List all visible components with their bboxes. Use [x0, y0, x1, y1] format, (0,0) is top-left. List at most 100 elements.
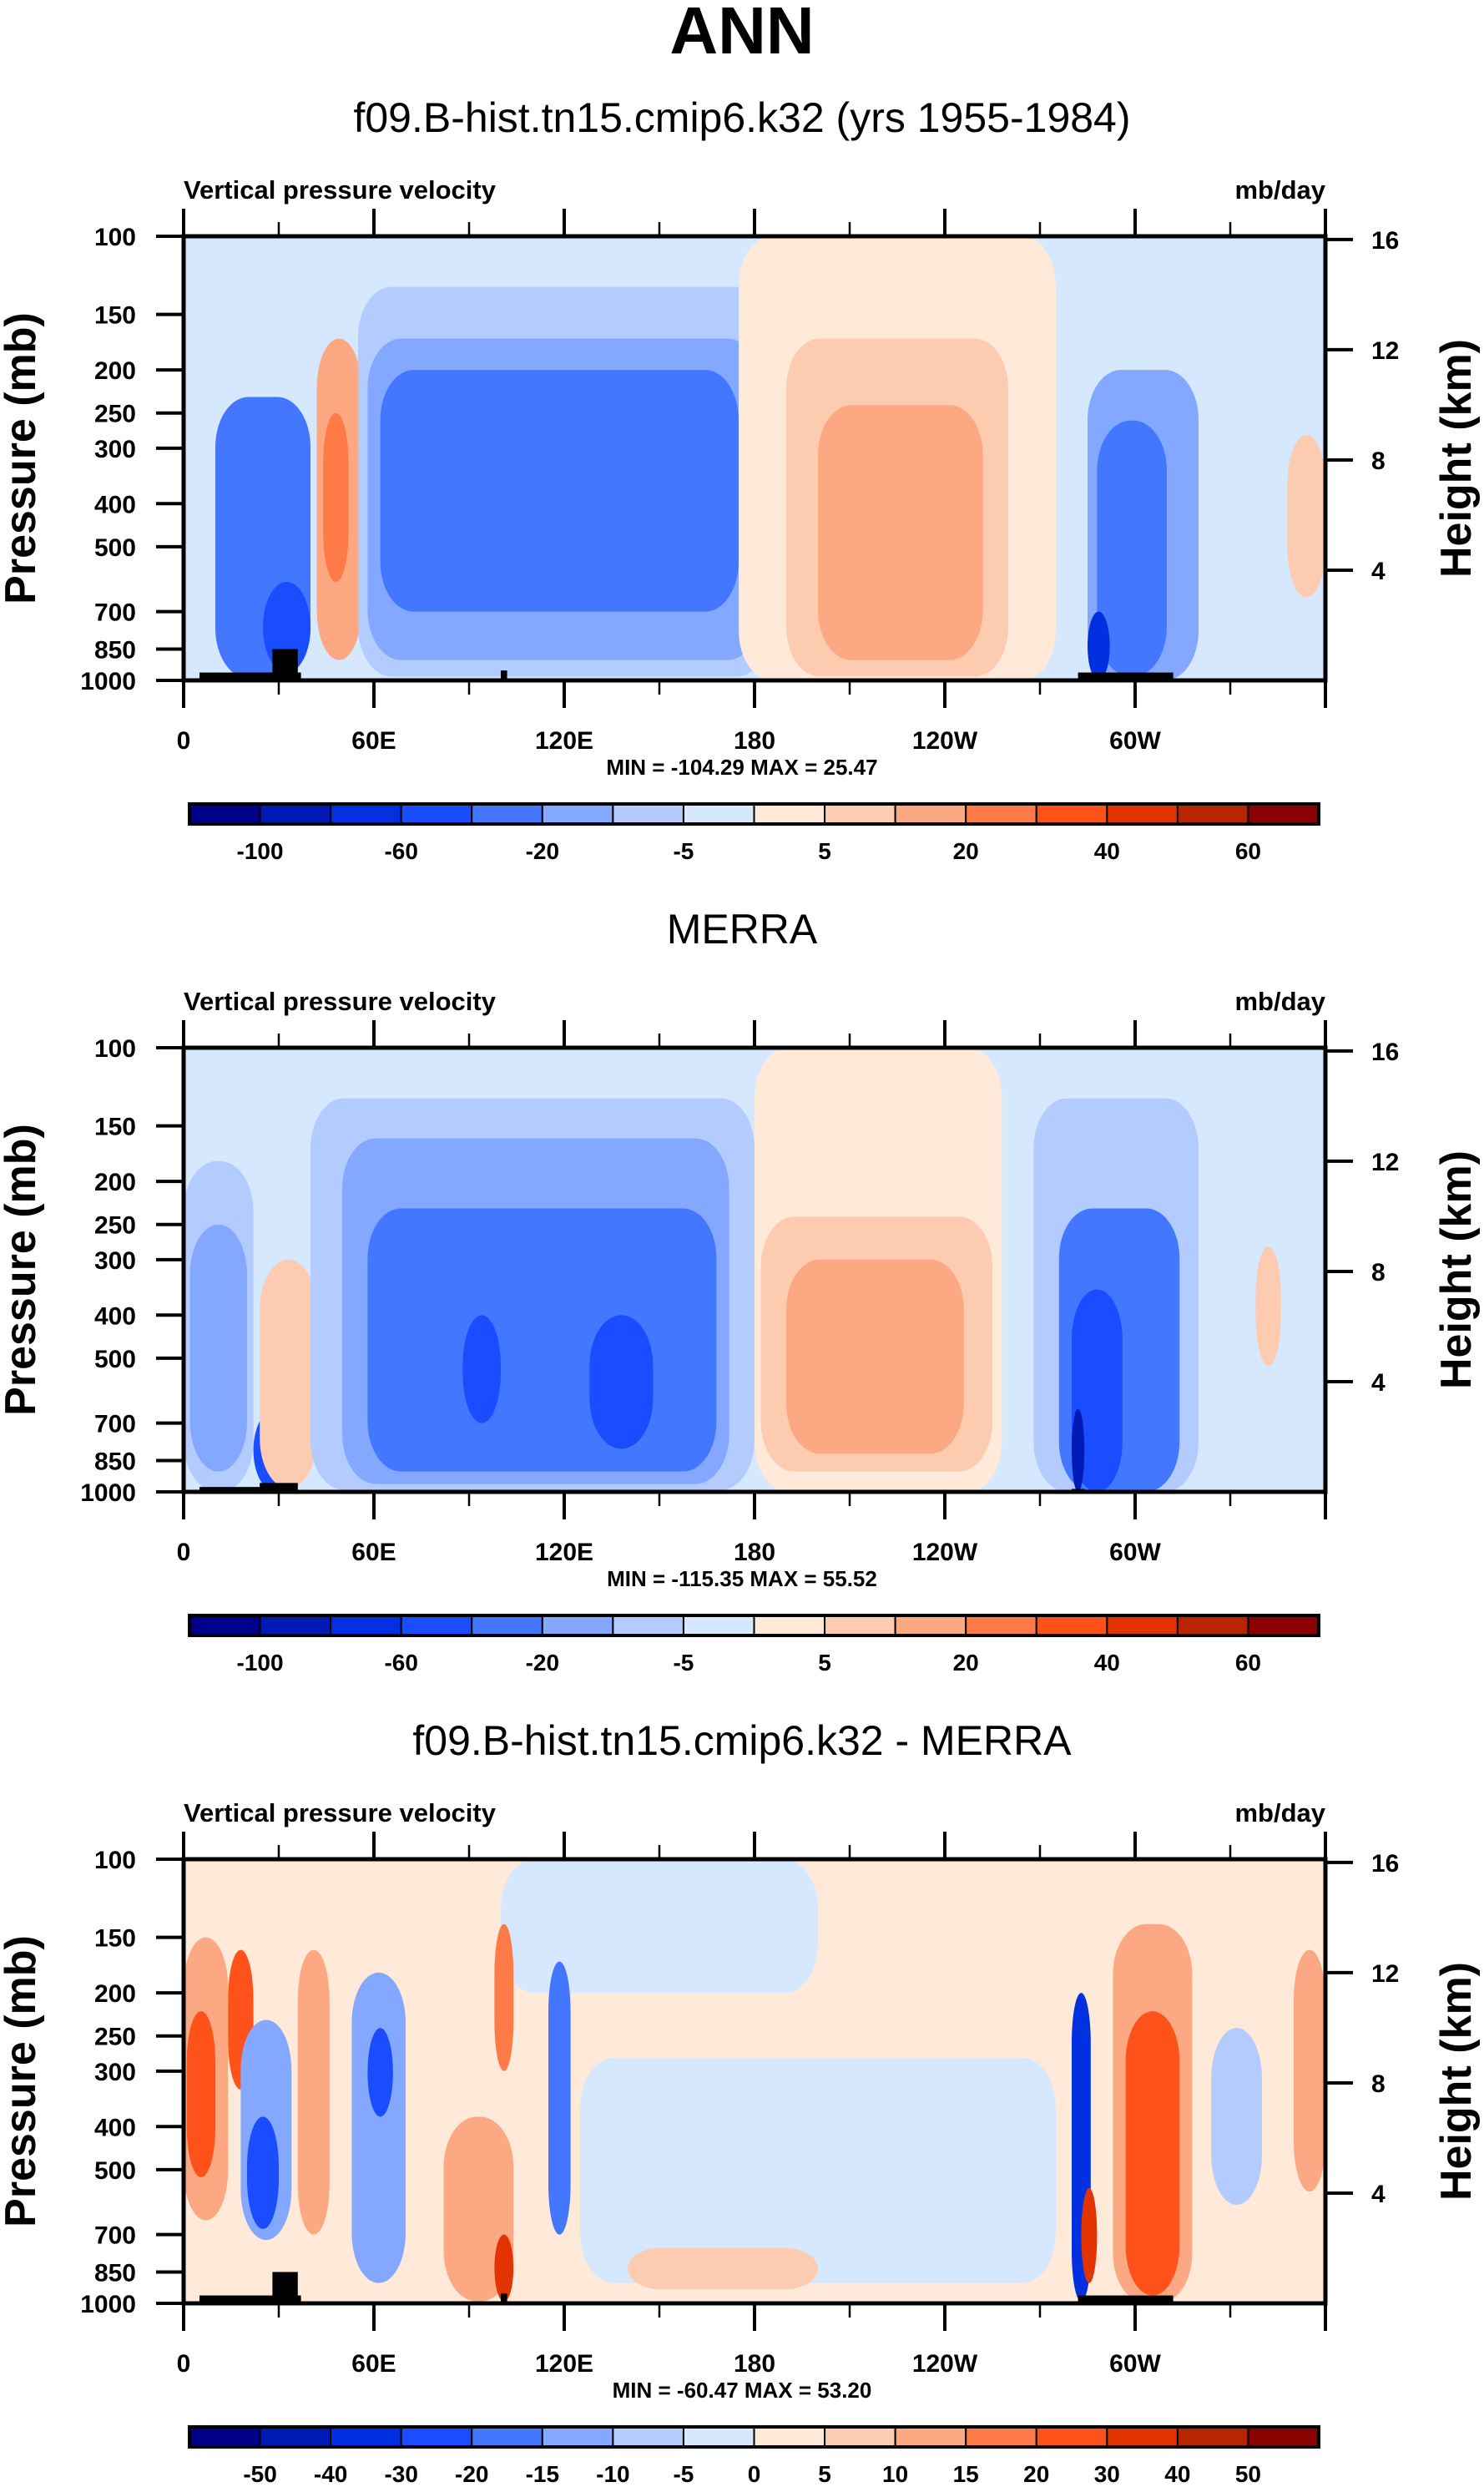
colorbar-box: [682, 803, 755, 825]
y-right-tick-label: 12: [1371, 337, 1399, 365]
colorbar-box: [541, 803, 614, 825]
x-tick-label: 180: [734, 1539, 775, 1566]
y-right-tick-label: 4: [1371, 2181, 1386, 2208]
variable-name: Vertical pressure velocity: [184, 175, 497, 205]
panel-title: f09.B-hist.tn15.cmip6.k32 (yrs 1955-1984…: [353, 94, 1130, 141]
x-tick-label: 60E: [351, 2350, 396, 2378]
colorbar-box: [1247, 803, 1320, 825]
colorbar-box: [682, 2426, 755, 2448]
units-label: mb/day: [1234, 987, 1325, 1016]
colorbar: -50 -40 -30 -20 -15 -10 -5 0 5 10 15 20 30 40 50: [188, 2425, 1320, 2487]
colorbar-label: 5: [818, 1650, 831, 1676]
contour-andes-strong: [1088, 611, 1110, 680]
colorbar-box: [612, 2426, 684, 2448]
y-tick-label: 700: [94, 599, 136, 627]
topography-mask: [272, 649, 298, 680]
colorbar-label: -15: [526, 2461, 559, 2483]
colorbar-box: [330, 2426, 402, 2448]
contour-arabian-negative: [351, 1972, 406, 2283]
colorbar-box: [330, 1615, 402, 1636]
contour-pacific-core: [589, 1315, 654, 1449]
panel-title: f09.B-hist.tn15.cmip6.k32 - MERRA: [412, 1717, 1072, 1764]
colorbar-label: -10: [596, 2461, 629, 2483]
colorbar-label: 20: [1023, 2461, 1049, 2483]
colorbar-label: 10: [882, 2461, 908, 2483]
colorbar-box: [1106, 2426, 1179, 2448]
y-right-tick-label: 8: [1371, 1259, 1386, 1286]
colorbar-box: [965, 2426, 1037, 2448]
contour-himalaya-positive: [494, 1923, 514, 2071]
y-tick-label: 300: [94, 1247, 136, 1275]
y-right-tick-label: 16: [1371, 1850, 1399, 1878]
colorbar-box: [541, 1615, 614, 1636]
y-tick-label: 300: [94, 2059, 136, 2086]
x-tick-label: 120W: [912, 1539, 978, 1566]
y-tick-label: 250: [94, 1212, 136, 1240]
units-label: mb/day: [1234, 175, 1325, 205]
x-tick-label: 120E: [535, 727, 593, 755]
colorbar-box: [612, 803, 684, 825]
colorbar: -100 -60 -20 -5 5 20 40 60: [188, 1614, 1320, 1676]
colorbar-box: [1176, 1615, 1249, 1636]
y-tick-label: 400: [94, 491, 136, 518]
colorbar-box: [259, 1615, 332, 1636]
y-tick-label: 250: [94, 401, 136, 428]
y-tick-label: 1000: [80, 2291, 136, 2318]
contour-africa-positive-3: [297, 1949, 330, 2235]
contour-pacific-positive-low: [628, 2247, 818, 2290]
colorbar-frame: [188, 2425, 1320, 2449]
y-tick-label: 400: [94, 1302, 136, 1330]
colorbar-label: -40: [314, 2461, 347, 2483]
colorbar-box: [259, 2426, 332, 2448]
x-tick-label: 60E: [351, 727, 396, 755]
colorbar-box: [1035, 2426, 1108, 2448]
units-label: mb/day: [1234, 1798, 1325, 1827]
colorbar-label: -100: [237, 1650, 284, 1676]
topography-mask: [199, 1487, 273, 1492]
x-tick-label: 120W: [912, 727, 978, 755]
y-tick-label: 1000: [80, 1479, 136, 1507]
variable-name: Vertical pressure velocity: [184, 1798, 497, 1827]
topography-mask: [1078, 2295, 1174, 2303]
colorbar-frame: [188, 1614, 1320, 1637]
colorbar-label: 60: [1235, 1650, 1261, 1676]
contour-africa-descent: [260, 1259, 317, 1489]
y-tick-label: 200: [94, 1980, 136, 2008]
contour-west-africa-positive-core: [186, 2011, 215, 2177]
x-tick-label: 60W: [1109, 2350, 1161, 2378]
colorbar-box: [753, 2426, 826, 2448]
colorbar-label: 5: [818, 838, 831, 864]
panel-2: MERRA Vertical pressure velocity mb/day 0 60…: [0, 906, 1481, 1676]
colorbar-label: -50: [243, 2461, 276, 2483]
contour-pacific-weak-negative: [580, 2057, 1056, 2283]
y-tick-label: 850: [94, 2259, 136, 2287]
contour-bay-positive-core: [494, 2234, 514, 2302]
colorbar-label: 0: [748, 2461, 761, 2483]
contour-east-pacific-descent-core: [818, 405, 983, 660]
contour-field: [184, 236, 1325, 680]
contour-amazon-core: [1072, 1289, 1123, 1492]
colorbar-label: -20: [526, 1650, 559, 1676]
y-axis-label: Pressure (mb): [0, 312, 45, 604]
colorbar-box: [682, 1615, 755, 1636]
contour-field: [184, 1859, 1325, 2303]
colorbar-label: 60: [1235, 838, 1261, 864]
topography-mask: [272, 2272, 298, 2303]
y-right-tick-label: 4: [1371, 558, 1386, 585]
contour-atlantic-positive: [1294, 1949, 1325, 2192]
y-tick-label: 700: [94, 1411, 136, 1438]
contour-atlantic-descent: [1255, 1246, 1281, 1366]
colorbar-box: [1176, 2426, 1249, 2448]
topography-mask: [199, 672, 301, 680]
contour-africa-ascent: [189, 1224, 247, 1472]
y-right-tick-label: 12: [1371, 1960, 1399, 1988]
colorbar-box: [965, 1615, 1037, 1636]
colorbar-box: [471, 803, 543, 825]
colorbar-label: 20: [953, 1650, 979, 1676]
colorbar-box: [259, 803, 332, 825]
colorbar-label: 20: [953, 838, 979, 864]
y-tick-label: 500: [94, 2157, 136, 2185]
y-right-axis-label: Height (km): [1432, 339, 1481, 578]
colorbar-label: -60: [384, 1650, 417, 1676]
